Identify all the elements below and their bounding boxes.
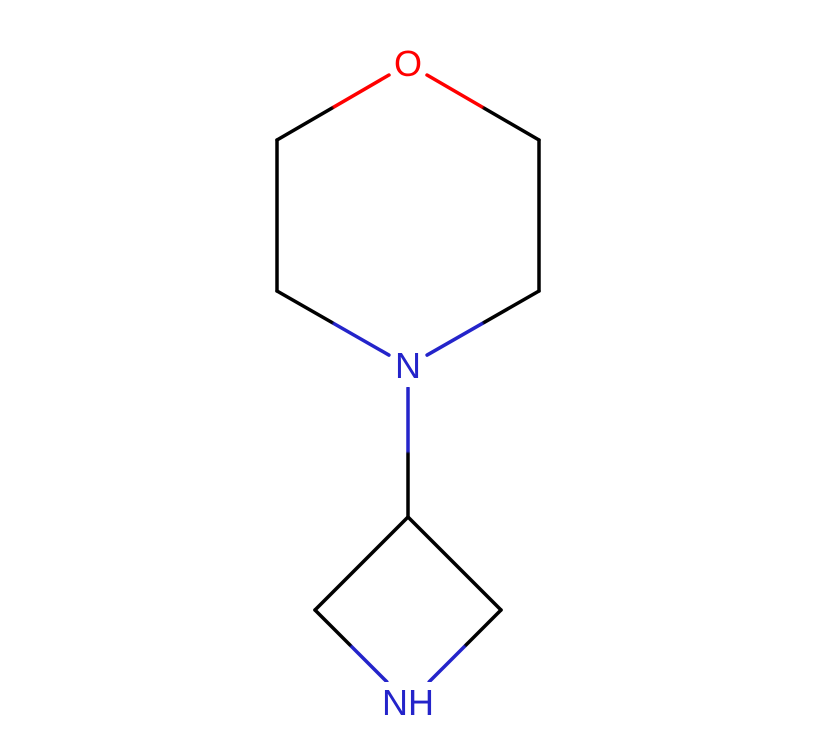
bond	[429, 610, 501, 682]
bond	[277, 75, 389, 140]
bond	[408, 517, 501, 610]
bond	[315, 517, 408, 610]
molecule-canvas: O N NH	[0, 0, 832, 737]
bond	[315, 610, 387, 682]
atom-label-o: O	[392, 43, 424, 85]
atom-label-n: NH	[380, 682, 436, 724]
bond	[427, 75, 539, 140]
atom-label-n: N	[393, 345, 423, 387]
bond	[277, 291, 389, 355]
bond	[427, 291, 539, 355]
